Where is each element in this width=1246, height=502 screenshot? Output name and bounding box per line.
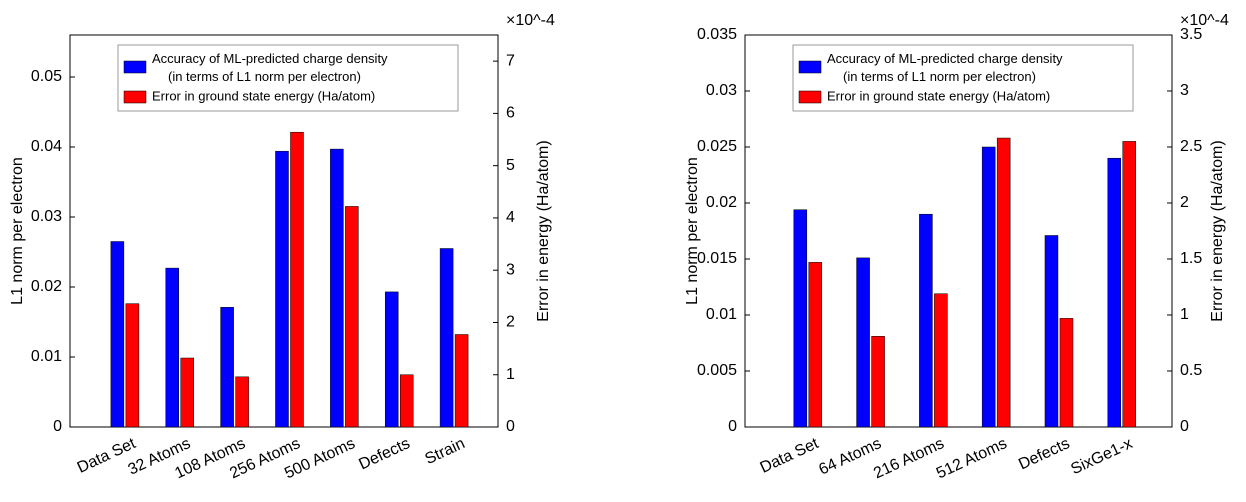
plot-frame (744, 34, 1173, 428)
y-tick-label: 0.02 (706, 194, 737, 211)
bar (330, 148, 344, 428)
bar (871, 336, 885, 428)
y2-multiplier: ×10^-4 (506, 12, 555, 29)
y2-tick-label: 0 (1180, 418, 1189, 435)
bar (1044, 235, 1059, 428)
y2-tick-label: 3 (506, 261, 515, 278)
bar (439, 248, 454, 428)
y2-tick-label: 7 (506, 52, 515, 69)
bar (856, 257, 870, 428)
legend-swatch (798, 60, 822, 74)
y-tick-label: 0.01 (706, 306, 737, 323)
y-tick-label: 0.04 (31, 138, 62, 155)
bar (1122, 141, 1137, 428)
bar (220, 307, 234, 428)
bar (1107, 157, 1122, 428)
y2-tick-label: 5 (506, 157, 515, 174)
y2-tick-label: 3 (1180, 82, 1189, 99)
legend-label: Error in ground state energy (Ha/atom) (827, 88, 1050, 103)
y2-tick-label: 0 (506, 418, 515, 435)
y2-tick-label: 2.5 (1180, 138, 1202, 155)
x-tick-label: 216 Atoms (871, 435, 947, 482)
y2-tick-label: 0.5 (1180, 362, 1202, 379)
bar (180, 357, 194, 428)
bar (165, 267, 179, 428)
bar (399, 374, 414, 428)
bar (934, 293, 948, 428)
y-tick-label: 0.02 (31, 278, 62, 295)
y-tick-label: 0.05 (31, 68, 62, 85)
x-tick-label: Defects (1016, 435, 1072, 473)
y-tick-label: 0.01 (31, 348, 62, 365)
y-tick-label: 0.03 (706, 82, 737, 99)
y-tick-label: 0.025 (697, 138, 737, 155)
bar (345, 206, 359, 428)
legend-box (117, 44, 459, 112)
legend-swatch (123, 60, 147, 74)
y2-tick-label: 2 (1180, 194, 1189, 211)
y-tick-label: 0.035 (697, 26, 737, 43)
bar (454, 334, 469, 428)
bar (808, 262, 823, 428)
y2-axis-label: Error in energy (Ha/atom) (1209, 140, 1226, 321)
y2-axis-label: Error in energy (Ha/atom) (535, 140, 552, 321)
legend-swatch (123, 90, 147, 104)
y-tick-label: 0.03 (31, 208, 62, 225)
y2-tick-label: 1 (506, 366, 515, 383)
legend-label: Accuracy of ML-predicted charge density … (827, 51, 1066, 84)
legend-swatch (798, 90, 822, 104)
y-tick-label: 0.005 (697, 362, 737, 379)
bar (996, 137, 1011, 428)
bar (275, 150, 289, 428)
bar (125, 303, 140, 428)
bar (793, 209, 808, 428)
x-tick-label: 512 Atoms (934, 435, 1010, 482)
y-tick-label: 0.015 (697, 250, 737, 267)
x-tick-label: Strain (423, 435, 468, 468)
x-tick-label: Data Set (758, 435, 822, 477)
bar (919, 213, 933, 428)
y2-tick-label: 3.5 (1180, 26, 1202, 43)
x-tick-label: SixGe1-x (1068, 435, 1135, 478)
y2-tick-label: 1.5 (1180, 250, 1202, 267)
bar (235, 376, 249, 428)
y2-multiplier: ×10^-4 (1180, 12, 1229, 29)
y2-tick-label: 1 (1180, 306, 1189, 323)
y-tick-label: 0 (53, 418, 62, 435)
legend-box (792, 44, 1134, 112)
bar (384, 291, 399, 428)
bar (290, 131, 304, 428)
bar (981, 146, 996, 428)
x-tick-label: Defects (356, 435, 412, 473)
legend-label: Error in ground state energy (Ha/atom) (152, 88, 375, 103)
bar (1059, 318, 1074, 428)
y-axis-label: L1 norm per electron (684, 157, 701, 305)
y2-tick-label: 4 (506, 209, 515, 226)
legend-label: Accuracy of ML-predicted charge density … (152, 51, 391, 84)
y-axis-label: L1 norm per electron (9, 157, 26, 305)
y-tick-label: 0 (728, 418, 737, 435)
y2-tick-label: 6 (506, 105, 515, 122)
bar (110, 241, 125, 428)
y2-tick-label: 2 (506, 314, 515, 331)
